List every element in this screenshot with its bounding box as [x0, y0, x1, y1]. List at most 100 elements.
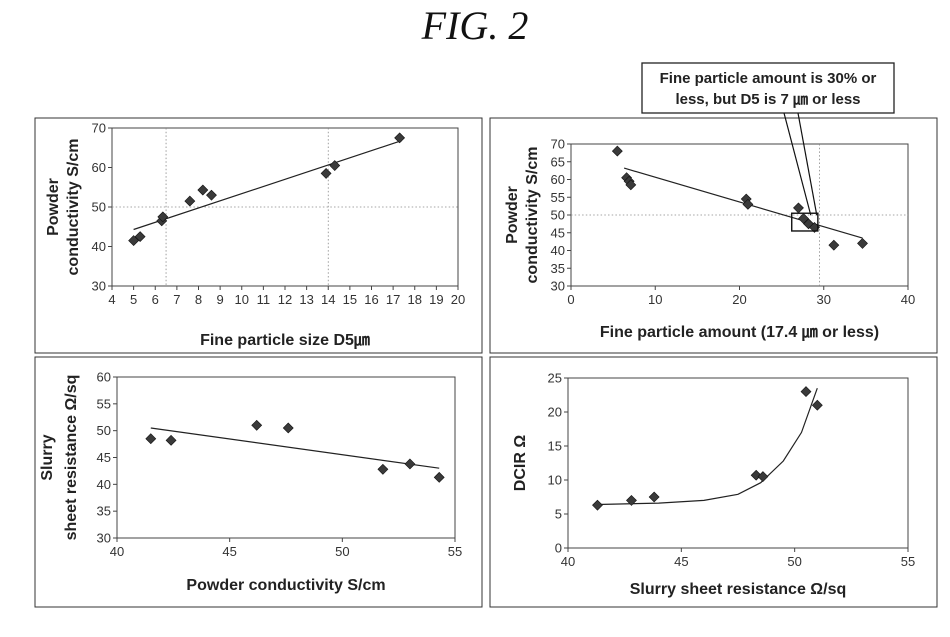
x-tick-label: 20 [451, 292, 465, 307]
x-axis-label: Slurry sheet resistance Ω/sq [630, 581, 846, 598]
data-point [128, 235, 140, 246]
y-tick-label: 60 [92, 160, 106, 175]
data-point [404, 458, 416, 470]
x-axis-label: Powder conductivity S/cm [186, 577, 385, 594]
y-tick-label: 35 [97, 504, 111, 519]
panel-border [34, 117, 483, 354]
x-tick-label: 40 [110, 544, 124, 559]
y-tick-label: 40 [92, 239, 106, 254]
data-point [197, 184, 209, 196]
trendline [597, 387, 818, 506]
data-point [828, 239, 840, 251]
panel-border [489, 117, 938, 354]
plot-area [111, 127, 459, 287]
x-axis-label: Fine particle amount (17.4 ㎛ or less) [600, 324, 879, 342]
data-point [742, 198, 754, 210]
x-tick-label: 45 [674, 554, 688, 569]
y-tick-label: 70 [92, 121, 106, 136]
data-point [184, 195, 196, 207]
figure-title: FIG. 2 [421, 3, 529, 48]
y-tick-label: 35 [551, 261, 565, 276]
x-tick-label: 7 [173, 292, 180, 307]
y-axis-label-line2: conductivity S/cm [524, 147, 541, 284]
x-tick-label: 11 [257, 292, 271, 307]
x-tick-label: 18 [408, 292, 422, 307]
x-tick-label: 12 [278, 292, 292, 307]
data-point [329, 160, 341, 171]
x-tick-label: 19 [429, 292, 443, 307]
y-tick-label: 5 [555, 507, 562, 522]
y-tick-label: 15 [548, 439, 562, 454]
y-axis-label-line1: Powder [45, 178, 62, 236]
y-tick-label: 30 [97, 531, 111, 546]
x-tick-label: 15 [343, 292, 357, 307]
x-tick-label: 55 [901, 554, 915, 569]
data-point [626, 494, 637, 506]
x-tick-label: 40 [561, 554, 575, 569]
x-tick-label: 13 [299, 292, 313, 307]
plot-area [116, 376, 456, 539]
x-tick-label: 14 [321, 292, 335, 307]
data-point [757, 471, 769, 483]
plot-area [567, 377, 909, 549]
x-tick-label: 16 [364, 292, 378, 307]
x-tick-label: 4 [108, 292, 115, 307]
callout-text-line: less, but D5 is 7 ㎛ or less [675, 91, 860, 109]
data-point [394, 132, 406, 144]
data-point [750, 469, 762, 481]
x-tick-label: 20 [732, 292, 746, 307]
trendline [623, 167, 863, 239]
panel-border [489, 356, 938, 608]
y-tick-label: 65 [551, 154, 565, 169]
y-tick-label: 60 [97, 370, 111, 385]
data-point [282, 422, 294, 434]
y-axis-label-line2: sheet resistance Ω/sq [63, 375, 80, 541]
x-tick-label: 8 [195, 292, 202, 307]
data-point [625, 179, 637, 191]
x-tick-label: 10 [235, 292, 249, 307]
data-point [377, 463, 389, 475]
y-axis-label: DCIR Ω [512, 435, 529, 492]
x-tick-label: 9 [217, 292, 224, 307]
data-point [857, 237, 868, 249]
data-point [165, 434, 177, 446]
highlight-box [791, 212, 819, 232]
x-tick-label: 50 [787, 554, 801, 569]
y-tick-label: 10 [548, 473, 562, 488]
data-point [206, 189, 217, 201]
x-tick-label: 55 [448, 544, 462, 559]
chart-panel-powder-conductivity-vs-d5: 4 5 6 7 8 9 10 11 12 13 14 15 16 17 18 19 20 30 40 50 60 70 Fi… [34, 117, 483, 354]
callout-arrow-a [783, 112, 812, 216]
y-tick-label: 40 [551, 243, 565, 258]
plot-area [570, 143, 909, 287]
panel-border [34, 356, 483, 608]
data-point [251, 419, 263, 431]
x-tick-label: 50 [335, 544, 349, 559]
chart-panel-powder-conductivity-vs-fine-amount: 0 10 20 30 40 30 35 40 45 50 55 60 65 70 Fine particle… [489, 62, 938, 354]
data-point [811, 399, 823, 411]
y-axis-label-line1: Powder [504, 186, 521, 244]
callout-box [641, 62, 895, 114]
y-tick-label: 45 [97, 450, 111, 465]
y-tick-label: 20 [548, 405, 562, 420]
data-point [592, 499, 603, 511]
x-tick-label: 6 [152, 292, 159, 307]
data-point [800, 386, 812, 398]
y-axis-label-line2: conductivity S/cm [65, 139, 82, 276]
y-tick-label: 40 [97, 477, 111, 492]
y-tick-label: 50 [551, 208, 565, 223]
y-tick-label: 55 [97, 396, 111, 411]
y-tick-label: 70 [551, 137, 565, 152]
y-tick-label: 60 [551, 172, 565, 187]
x-tick-label: 17 [386, 292, 400, 307]
x-tick-label: 30 [817, 292, 831, 307]
y-tick-label: 50 [97, 423, 111, 438]
x-tick-label: 45 [222, 544, 236, 559]
y-tick-label: 55 [551, 190, 565, 205]
chart-panel-slurry-resistance-vs-conductivity: 40 45 50 55 30 35 40 45 50 55 60 Powder conductivit… [34, 356, 483, 608]
x-tick-label: 0 [567, 292, 574, 307]
callout-arrow-b [797, 112, 818, 216]
y-tick-label: 0 [555, 541, 562, 556]
y-tick-label: 30 [92, 279, 106, 294]
